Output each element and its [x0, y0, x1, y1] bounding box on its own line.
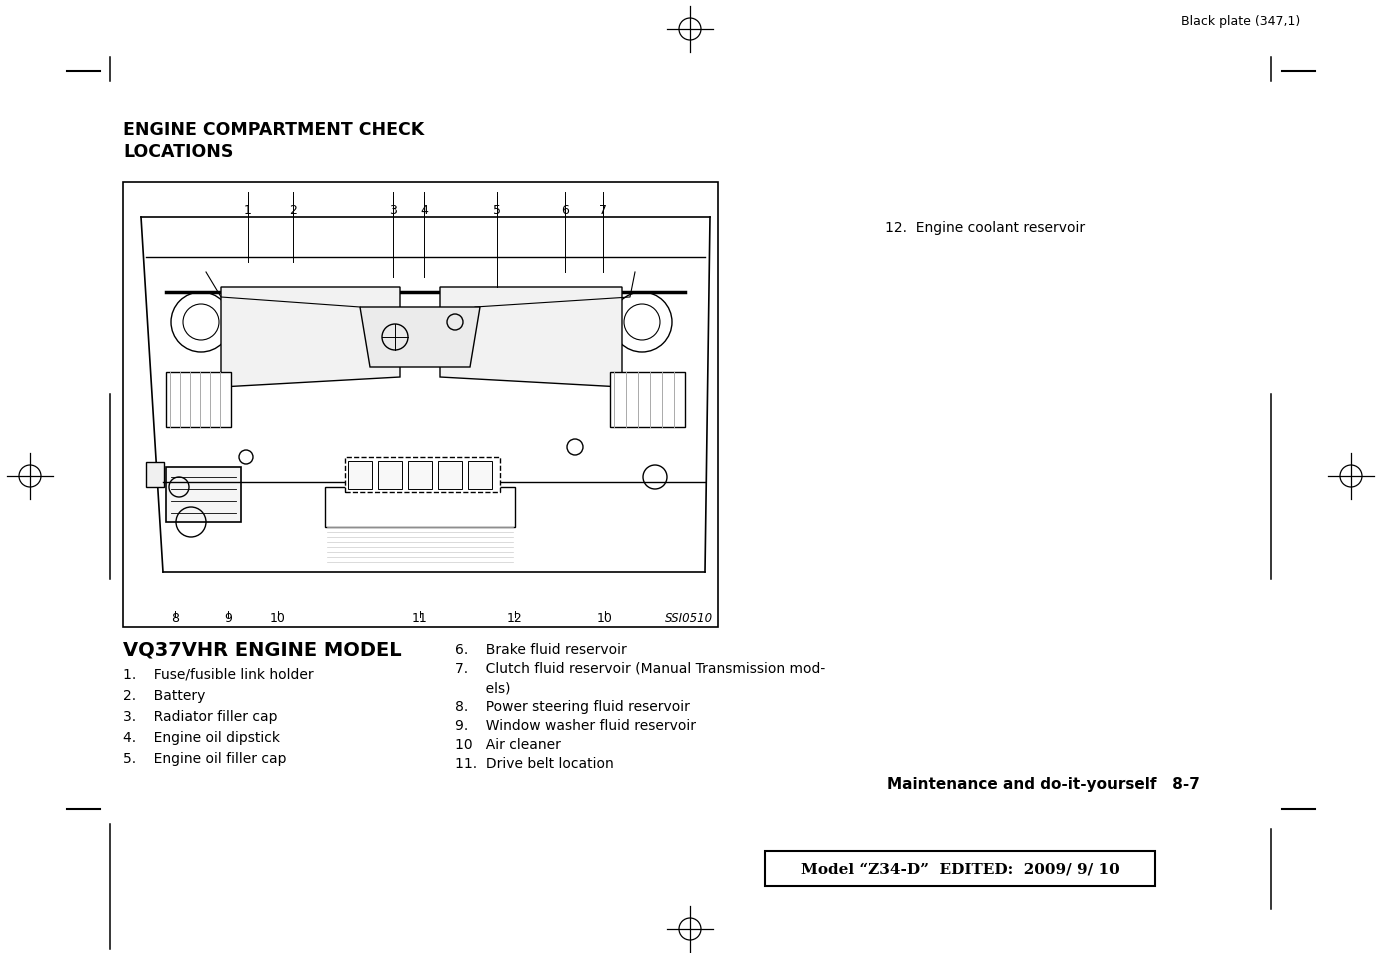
- Bar: [765, 851, 1155, 886]
- Text: els): els): [454, 680, 511, 695]
- Bar: [610, 373, 685, 428]
- Text: 8.    Power steering fluid reservoir: 8. Power steering fluid reservoir: [454, 700, 690, 713]
- Text: 10: 10: [271, 611, 286, 624]
- Text: 6.    Brake fluid reservoir: 6. Brake fluid reservoir: [454, 642, 627, 657]
- Text: 11: 11: [412, 611, 428, 624]
- Text: Maintenance and do-it-yourself   8-7: Maintenance and do-it-yourself 8-7: [887, 777, 1200, 792]
- Bar: [345, 457, 500, 493]
- Text: ENGINE COMPARTMENT CHECK: ENGINE COMPARTMENT CHECK: [123, 121, 424, 139]
- Text: 9.    Window washer fluid reservoir: 9. Window washer fluid reservoir: [454, 719, 696, 732]
- Text: 1: 1: [244, 203, 251, 216]
- Text: 7: 7: [599, 203, 608, 216]
- Bar: [348, 461, 371, 490]
- Polygon shape: [221, 288, 400, 388]
- Text: 1.    Fuse/fusible link holder: 1. Fuse/fusible link holder: [123, 667, 313, 681]
- Bar: [123, 183, 718, 627]
- Text: 7.    Clutch fluid reservoir (Manual Transmission mod-: 7. Clutch fluid reservoir (Manual Transm…: [454, 661, 826, 676]
- Text: VQ37VHR ENGINE MODEL: VQ37VHR ENGINE MODEL: [123, 639, 402, 659]
- Text: 4.    Engine oil dipstick: 4. Engine oil dipstick: [123, 730, 280, 744]
- Text: 12: 12: [507, 611, 523, 624]
- Text: 11.  Drive belt location: 11. Drive belt location: [454, 757, 613, 770]
- Text: 2.    Battery: 2. Battery: [123, 688, 206, 702]
- Text: 3.    Radiator filler cap: 3. Radiator filler cap: [123, 709, 278, 723]
- Bar: [468, 461, 492, 490]
- Text: Black plate (347,1): Black plate (347,1): [1181, 15, 1300, 29]
- Text: 2: 2: [289, 203, 297, 216]
- Text: SSI0510: SSI0510: [664, 612, 713, 624]
- Bar: [378, 461, 402, 490]
- Bar: [166, 373, 231, 428]
- Polygon shape: [360, 308, 481, 368]
- Text: 5.    Engine oil filler cap: 5. Engine oil filler cap: [123, 751, 286, 765]
- Bar: [166, 468, 242, 522]
- Text: 10   Air cleaner: 10 Air cleaner: [454, 738, 561, 751]
- Text: 3: 3: [389, 203, 396, 216]
- Text: 8: 8: [171, 611, 180, 624]
- Text: LOCATIONS: LOCATIONS: [123, 143, 233, 161]
- Text: 6: 6: [561, 203, 569, 216]
- Bar: [146, 462, 164, 488]
- Bar: [325, 488, 515, 527]
- Text: 12.  Engine coolant reservoir: 12. Engine coolant reservoir: [885, 221, 1085, 234]
- Text: 9: 9: [224, 611, 232, 624]
- Text: 5: 5: [493, 203, 501, 216]
- Text: 4: 4: [420, 203, 428, 216]
- Bar: [407, 461, 432, 490]
- Text: Model “Z34-D”  EDITED:  2009/ 9/ 10: Model “Z34-D” EDITED: 2009/ 9/ 10: [801, 862, 1120, 876]
- Text: 10: 10: [597, 611, 613, 624]
- Polygon shape: [441, 288, 621, 388]
- Bar: [438, 461, 463, 490]
